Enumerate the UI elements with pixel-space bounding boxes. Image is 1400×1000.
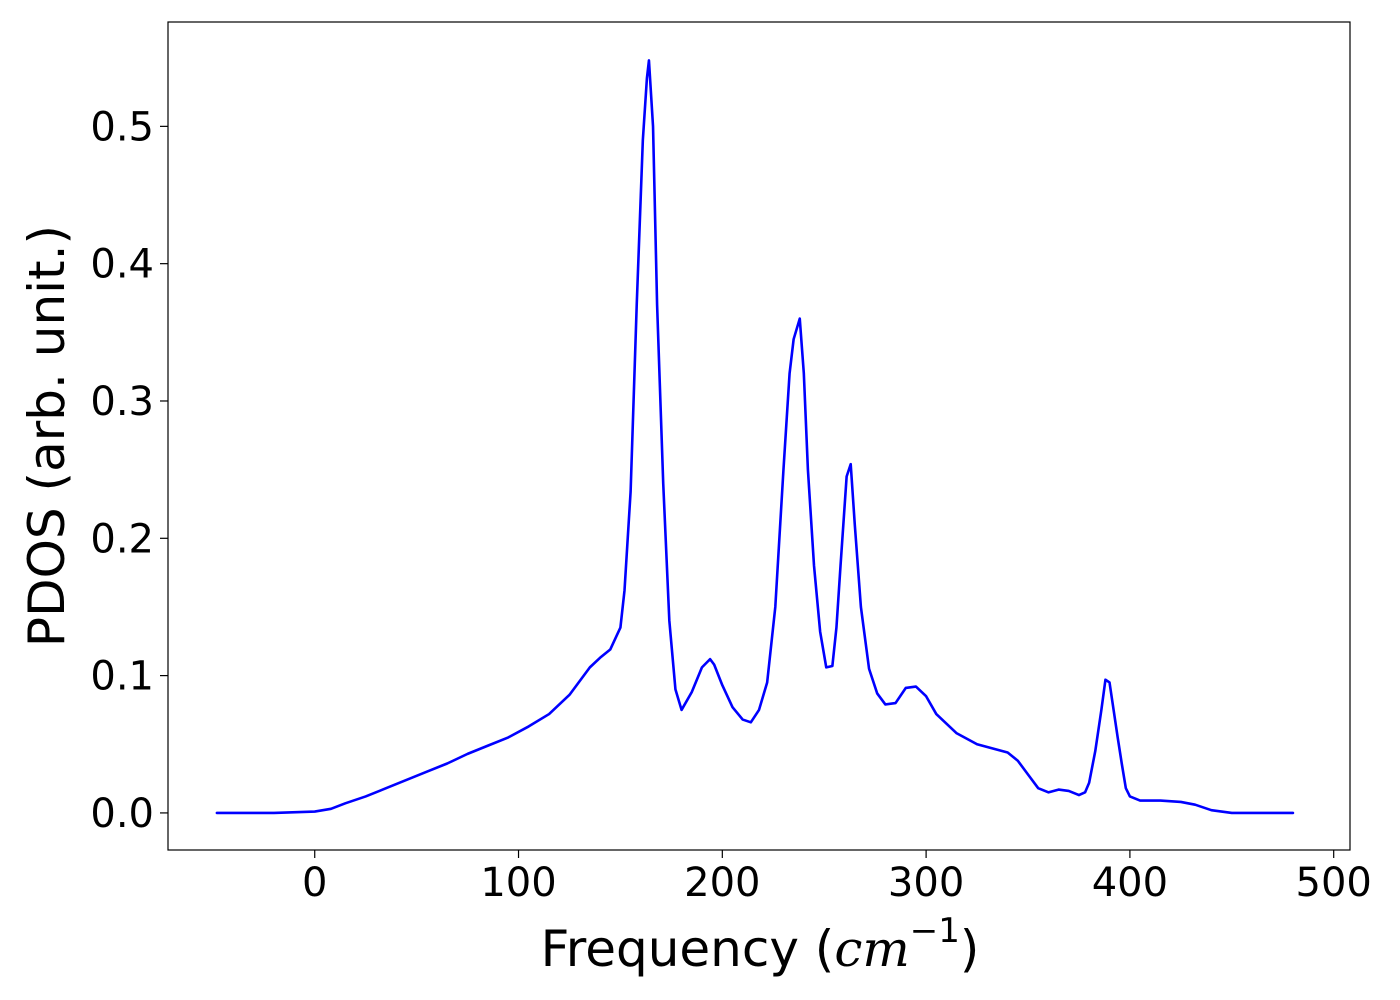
y-ticks: 0.0 0.1 0.2 0.3 0.4 0.5 xyxy=(90,104,168,837)
x-axis-label-exponent: −1 xyxy=(910,911,960,951)
y-tick-label: 0.1 xyxy=(90,654,154,700)
x-tick-label: 400 xyxy=(1092,860,1168,906)
y-tick-label: 0.2 xyxy=(90,516,154,562)
x-tick-label: 300 xyxy=(888,860,964,906)
x-axis-label-suffix: ) xyxy=(960,920,980,978)
x-tick-label: 500 xyxy=(1296,860,1372,906)
pdos-series-line xyxy=(215,59,1295,815)
y-tick-label: 0.3 xyxy=(90,379,154,425)
x-axis-label: Frequency (cm−1) xyxy=(541,911,980,978)
y-axis-label: PDOS (arb. unit.) xyxy=(18,225,76,647)
x-tick-label: 100 xyxy=(480,860,556,906)
x-tick-label: 0 xyxy=(302,860,327,906)
plot-frame xyxy=(167,21,1351,851)
y-tick-label: 0.5 xyxy=(90,104,154,150)
y-tick-label: 0.4 xyxy=(90,242,154,288)
x-ticks: 0 100 200 300 400 500 xyxy=(302,850,1372,906)
x-axis-label-prefix: Frequency ( xyxy=(541,920,835,978)
x-axis-label-unit: cm xyxy=(834,920,909,978)
y-tick-label: 0.0 xyxy=(90,791,154,837)
x-tick-label: 200 xyxy=(684,860,760,906)
